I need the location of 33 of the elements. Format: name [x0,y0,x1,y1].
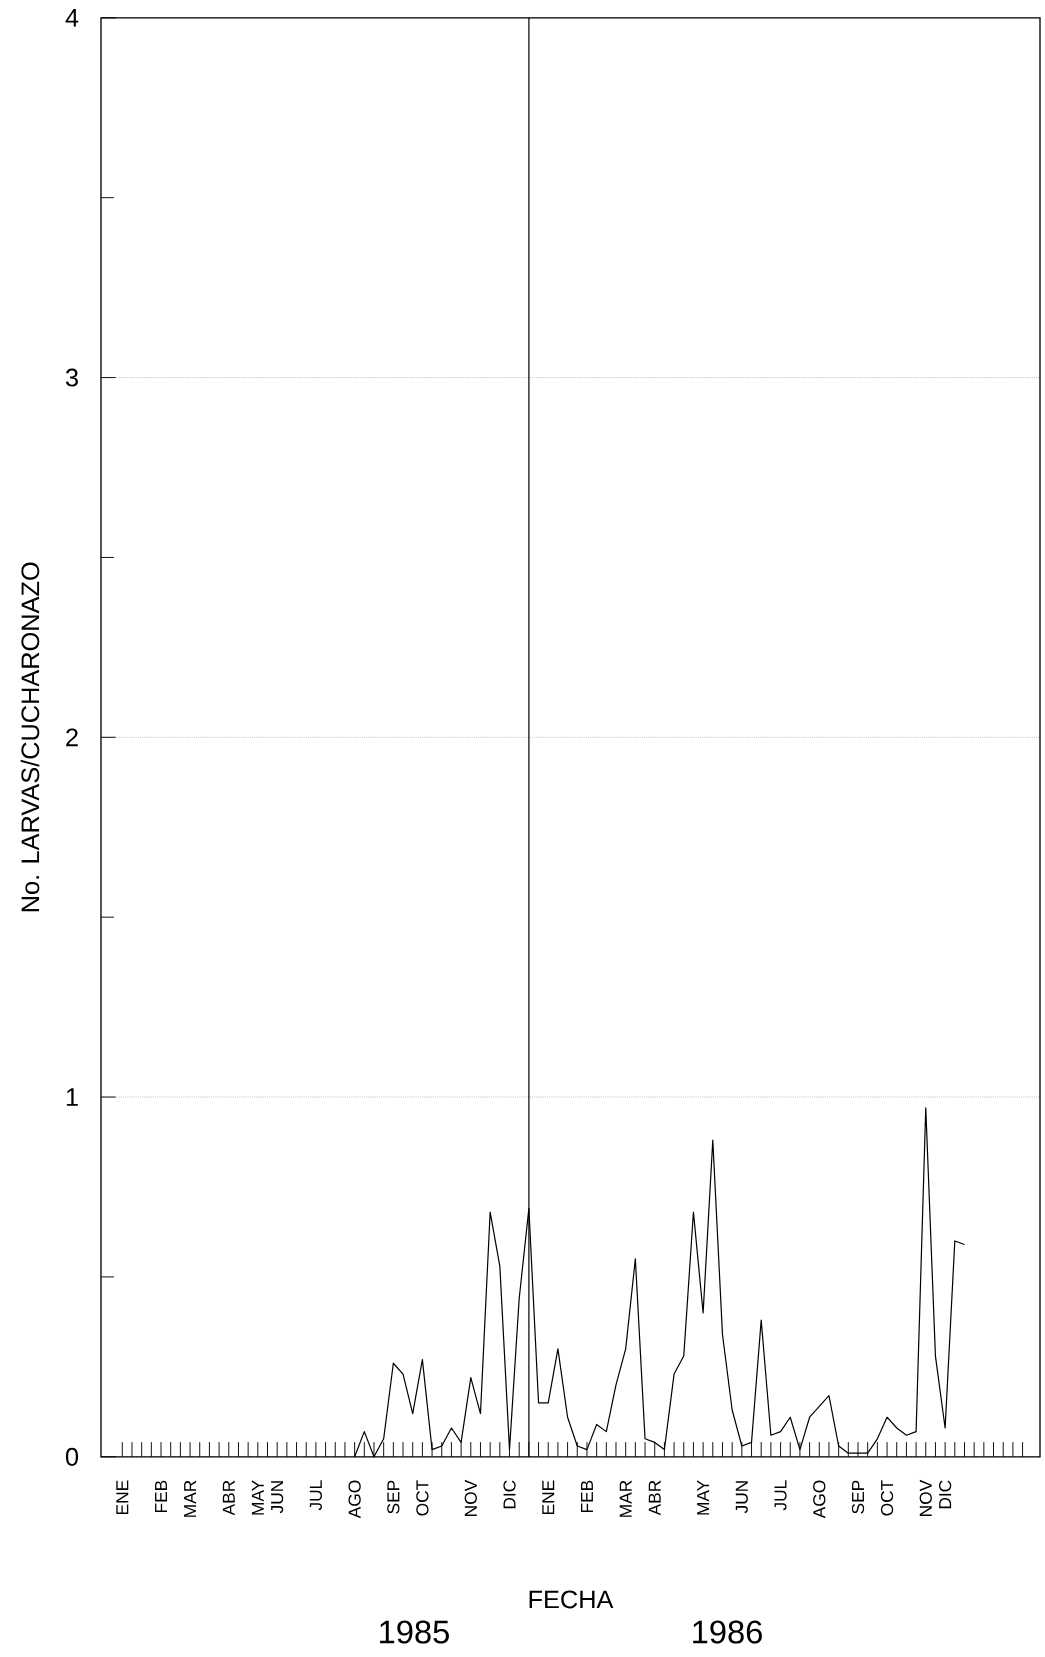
x-tick-label: AGO [348,1480,361,1519]
x-tick-label: JUN [735,1481,748,1514]
text: 1985 [380,1620,449,1644]
x-tick-label: NOV [919,1479,932,1516]
x-tick-label: JUL [309,1480,322,1511]
x-tick-label: ABR [222,1480,235,1516]
x-tick-label: ABR [648,1480,661,1516]
x-tick-label: MAR [184,1480,197,1517]
x-tick-label: JUL [774,1480,787,1511]
x-tick-label: SEP [387,1480,400,1514]
y-tick-label: 1 [66,1088,78,1106]
x-tick-label: DIC [503,1480,516,1509]
y-tick-label: 4 [65,9,79,27]
y-tick-label: 2 [66,728,78,747]
x-axis-title: FECHA [529,1590,614,1609]
x-tick-label: ENE [116,1480,129,1514]
x-tick-label: DIC [938,1480,952,1509]
x-tick-label: OCT [416,1480,429,1516]
y-axis-title: No. LARVAS/CUCHARONAZO [20,562,40,912]
x-tick-label: MAY [697,1480,710,1515]
x-tick-label: ENE [542,1480,555,1514]
x-tick-label: AGO [813,1480,826,1519]
x-tick-label: FEB [155,1480,167,1513]
x-tick-label: FEB [581,1480,593,1513]
y-tick-label: 0 [65,1447,79,1466]
x-tick-label: NOV [464,1479,477,1516]
x-tick-label: OCT [880,1480,894,1516]
x-tick-label: MAY [251,1480,264,1515]
text: 1986 [693,1620,762,1644]
x-tick-label: SEP [851,1480,865,1514]
y-tick-label: 3 [65,368,78,387]
x-tick-label: JUN [271,1481,284,1514]
x-tick-label: MAR [619,1480,632,1517]
